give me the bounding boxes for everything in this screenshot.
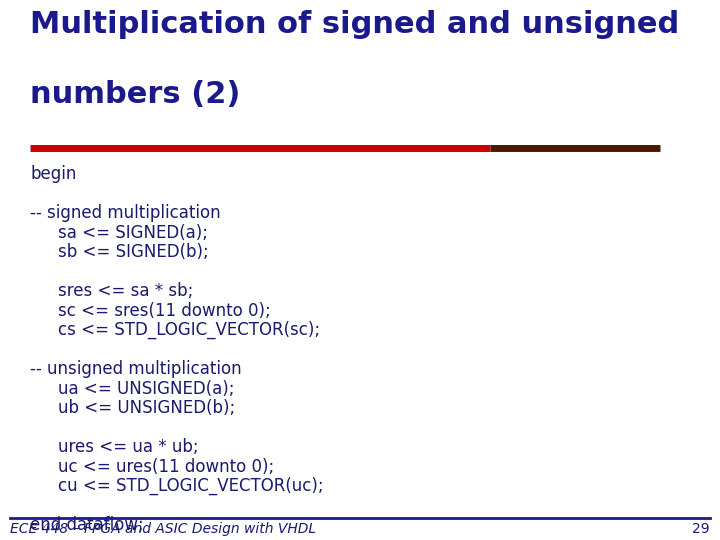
Text: end dataflow;: end dataflow; (30, 516, 144, 534)
Text: ECE 448 – FPGA and ASIC Design with VHDL: ECE 448 – FPGA and ASIC Design with VHDL (10, 522, 316, 536)
Text: sa <= SIGNED(a);: sa <= SIGNED(a); (58, 224, 208, 241)
Text: numbers (2): numbers (2) (30, 80, 240, 109)
Text: begin: begin (30, 165, 76, 183)
Text: sres <= sa * sb;: sres <= sa * sb; (58, 282, 194, 300)
Text: uc <= ures(11 downto 0);: uc <= ures(11 downto 0); (58, 457, 274, 476)
Text: sc <= sres(11 downto 0);: sc <= sres(11 downto 0); (58, 301, 271, 320)
Text: -- unsigned multiplication: -- unsigned multiplication (30, 360, 242, 378)
Text: ub <= UNSIGNED(b);: ub <= UNSIGNED(b); (58, 399, 235, 417)
Text: -- signed multiplication: -- signed multiplication (30, 204, 220, 222)
Text: ures <= ua * ub;: ures <= ua * ub; (58, 438, 199, 456)
Text: cs <= STD_LOGIC_VECTOR(sc);: cs <= STD_LOGIC_VECTOR(sc); (58, 321, 320, 339)
Text: 29: 29 (693, 522, 710, 536)
Text: Multiplication of signed and unsigned: Multiplication of signed and unsigned (30, 10, 679, 39)
Text: cu <= STD_LOGIC_VECTOR(uc);: cu <= STD_LOGIC_VECTOR(uc); (58, 477, 323, 495)
Text: sb <= SIGNED(b);: sb <= SIGNED(b); (58, 243, 209, 261)
Text: ua <= UNSIGNED(a);: ua <= UNSIGNED(a); (58, 380, 235, 397)
